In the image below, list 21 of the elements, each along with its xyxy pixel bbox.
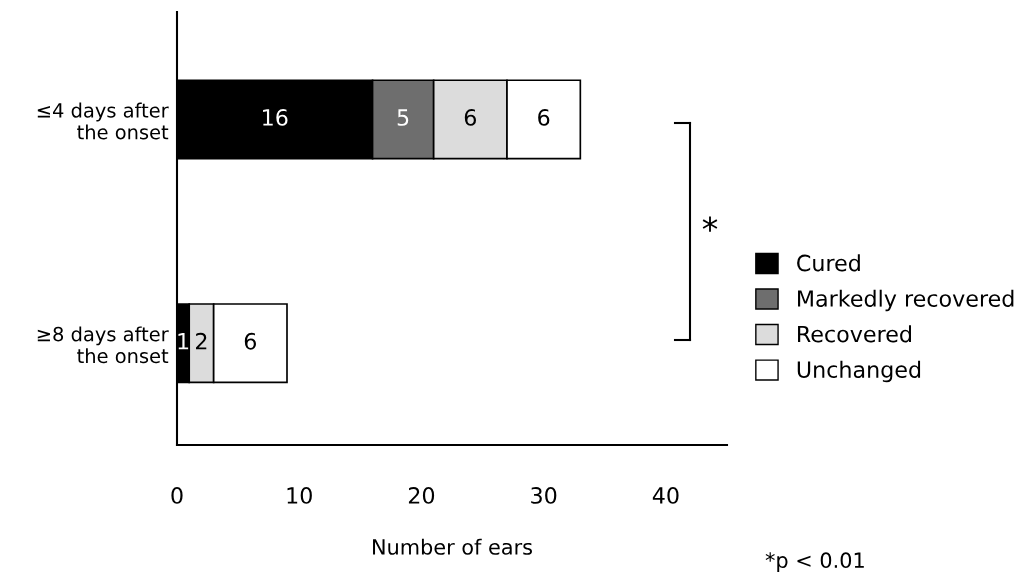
text: *p < 0.01 [765,552,864,573]
data-label: 2 [196,332,207,350]
y-tick-label: ≤4 days after the onset [37,102,169,140]
y-tick-label: ≥8 days after the onset [37,326,169,364]
data-label: 6 [244,332,256,350]
legend-label: Recovered [798,325,911,343]
x-tick-label: 40 [652,487,679,504]
data-label: 1 [178,333,189,350]
data-label: 6 [464,109,476,126]
data-label: 6 [538,109,550,126]
data-label: 5 [397,109,409,126]
annotation: * [702,216,718,232]
x-axis-title: Number of ears [373,538,532,555]
legend-label: Markedly recovered [798,289,1014,312]
legend-label: Unchanged [797,360,921,383]
data-label: 16 [263,109,288,126]
x-tick-label: 10 [287,487,312,504]
x-tick-label: 0 [171,487,183,504]
x-tick-label: 20 [408,487,435,504]
x-tick-label: 30 [531,487,557,504]
legend-label: Cured [797,254,860,272]
